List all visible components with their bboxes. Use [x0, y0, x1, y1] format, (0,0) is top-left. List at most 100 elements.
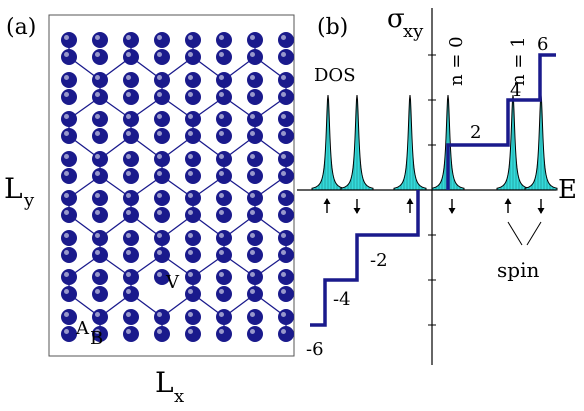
lattice-atom: [216, 168, 232, 184]
lattice-atom: [123, 151, 139, 167]
atom-highlight: [188, 250, 193, 255]
atom-highlight: [157, 92, 162, 97]
atom-highlight: [157, 272, 162, 277]
atom-highlight: [95, 35, 100, 40]
x-axis-label-l: L: [155, 366, 174, 399]
lattice-atom: [123, 309, 139, 325]
lattice-atom: [278, 32, 294, 48]
atom-highlight: [250, 75, 255, 80]
landau-label-n1: n = 1: [508, 36, 529, 86]
lattice-atom: [247, 168, 263, 184]
atom-highlight: [64, 52, 69, 57]
atom-highlight: [126, 289, 131, 294]
atom-highlight: [95, 312, 100, 317]
lattice-atom: [185, 72, 201, 88]
lattice-atom: [92, 286, 108, 302]
site-label-b: B: [90, 328, 103, 349]
atom-highlight: [281, 52, 286, 57]
atom-highlight: [188, 75, 193, 80]
lattice-atom: [154, 128, 170, 144]
lattice-atom: [185, 309, 201, 325]
lattice-atom: [247, 128, 263, 144]
atom-highlight: [219, 35, 224, 40]
lattice-atom: [278, 190, 294, 206]
lattice-atom: [216, 286, 232, 302]
atom-highlight: [126, 131, 131, 136]
atom-highlight: [281, 75, 286, 80]
atom-highlight: [281, 35, 286, 40]
atom-highlight: [95, 233, 100, 238]
atom-highlight: [64, 75, 69, 80]
atom-highlight: [64, 250, 69, 255]
atom-highlight: [250, 329, 255, 334]
atom-highlight: [126, 171, 131, 176]
lattice-atom: [123, 49, 139, 65]
lattice-atom: [247, 89, 263, 105]
lattice-atom: [92, 247, 108, 263]
atom-highlight: [64, 289, 69, 294]
atom-highlight: [157, 114, 162, 119]
dos-peaks: [311, 94, 558, 191]
lattice-atom: [278, 309, 294, 325]
lattice-atom: [247, 269, 263, 285]
lattice-atom: [278, 151, 294, 167]
atom-highlight: [126, 312, 131, 317]
y-axis-ticks: [428, 54, 436, 326]
atom-highlight: [250, 171, 255, 176]
lattice-atom: [154, 89, 170, 105]
lattice-atom: [278, 230, 294, 246]
atom-highlight: [250, 233, 255, 238]
lattice-atom: [154, 309, 170, 325]
lattice-atom: [278, 326, 294, 342]
lattice-atom: [154, 326, 170, 342]
lattice-atom: [154, 151, 170, 167]
atom-highlight: [250, 35, 255, 40]
atom-highlight: [126, 210, 131, 215]
lattice-atom: [123, 286, 139, 302]
atom-highlight: [281, 171, 286, 176]
lattice-atom: [92, 168, 108, 184]
atom-highlight: [126, 92, 131, 97]
lattice-atom: [92, 32, 108, 48]
lattice-atom: [61, 286, 77, 302]
atom-highlight: [219, 92, 224, 97]
lattice-atom: [185, 207, 201, 223]
atom-highlight: [157, 171, 162, 176]
lattice-atom: [185, 230, 201, 246]
lattice-atom: [154, 32, 170, 48]
plateau-label-2: 2: [470, 122, 481, 143]
atom-highlight: [126, 193, 131, 198]
atom-highlight: [188, 272, 193, 277]
atom-highlight: [281, 92, 286, 97]
landau-label-n0: n = 0: [446, 36, 467, 86]
lattice-atom: [216, 151, 232, 167]
atom-highlight: [281, 114, 286, 119]
atom-highlight: [219, 131, 224, 136]
lattice-atom: [185, 168, 201, 184]
lattice-atom: [185, 89, 201, 105]
lattice-atom: [92, 89, 108, 105]
atom-highlight: [188, 289, 193, 294]
atom-highlight: [219, 75, 224, 80]
plateau-label-neg2: -2: [370, 250, 388, 271]
atom-highlight: [250, 52, 255, 57]
lattice-atom: [185, 269, 201, 285]
lattice-atom: [154, 207, 170, 223]
atom-highlight: [219, 171, 224, 176]
site-label-a: A: [75, 318, 90, 339]
lattice-atom: [185, 128, 201, 144]
atom-highlight: [250, 210, 255, 215]
lattice-atom: [92, 72, 108, 88]
lattice-atom: [278, 111, 294, 127]
atom-highlight: [219, 210, 224, 215]
atom-highlight: [188, 233, 193, 238]
lattice-atom: [216, 111, 232, 127]
lattice-atom: [123, 111, 139, 127]
lattice-atom: [61, 32, 77, 48]
lattice-atom: [61, 168, 77, 184]
atom-highlight: [157, 312, 162, 317]
lattice-atom: [154, 230, 170, 246]
lattice-atom: [61, 309, 77, 325]
atom-highlight: [95, 154, 100, 159]
